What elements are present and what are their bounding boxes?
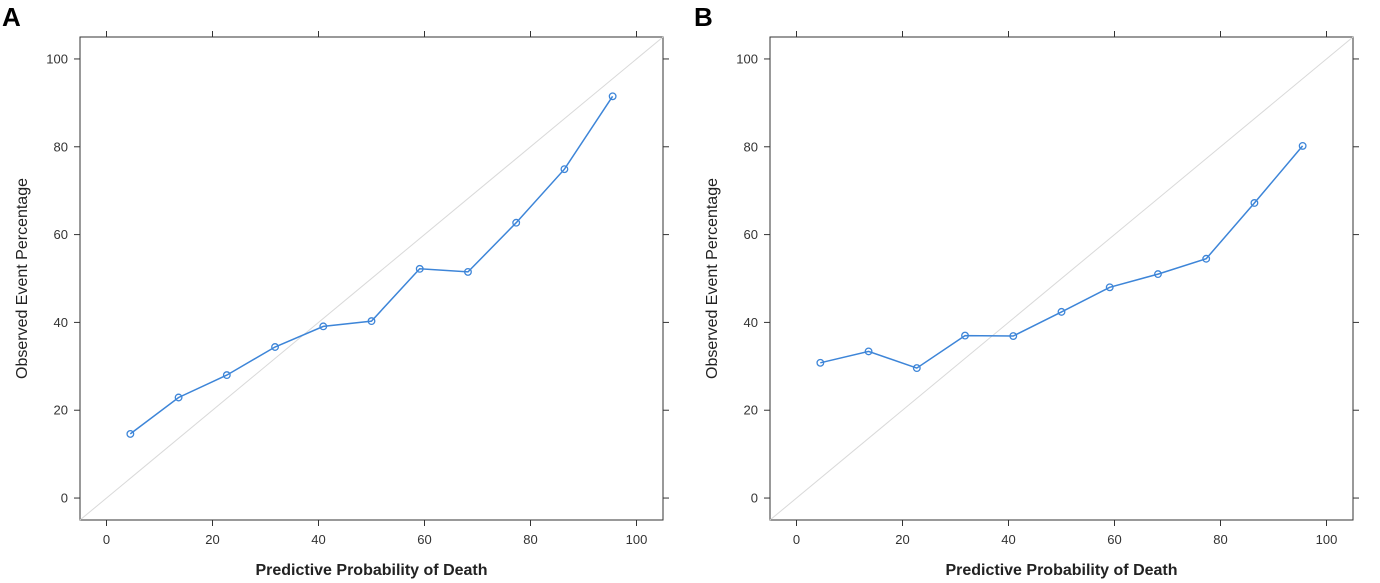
y-tick-label: 20: [54, 403, 68, 418]
y-tick-label: 40: [744, 315, 758, 330]
data-point: [367, 317, 376, 326]
plot-frame: [769, 36, 1354, 521]
data-point: [608, 92, 617, 101]
data-point: [415, 264, 424, 273]
series-line: [820, 145, 1304, 369]
data-point: [560, 165, 569, 174]
panel-letter-a: A: [2, 2, 21, 32]
data-point: [1154, 270, 1162, 279]
data-point: [864, 347, 873, 356]
data-point: [319, 322, 328, 331]
y-axis-label: Observed Event Percentage: [704, 178, 721, 379]
series-line: [129, 95, 614, 435]
x-tick-label: 40: [311, 532, 325, 547]
x-axis-label: Predictive Probability of Death: [255, 562, 487, 579]
x-tick-label: 20: [205, 532, 219, 547]
data-point: [961, 331, 969, 340]
data-point: [126, 429, 135, 438]
x-tick-label: 40: [1001, 532, 1015, 547]
y-axis-label: Observed Event Percentage: [14, 178, 31, 379]
x-tick-label: 20: [895, 532, 909, 547]
reference-diagonal: [769, 36, 1354, 521]
x-tick-label: 0: [103, 532, 110, 547]
plot-frame: [79, 36, 664, 521]
y-tick-label: 60: [744, 227, 758, 242]
data-point: [174, 393, 183, 402]
data-point: [222, 371, 231, 380]
x-axis-label: Predictive Probability of Death: [945, 562, 1177, 579]
data-point: [1250, 199, 1259, 207]
panel-b: B 0 20 40 60 80 100 0 20 40 60 80 100 Predictive Pro…: [690, 0, 1380, 583]
x-tick-label: 100: [626, 532, 648, 547]
y-tick-label: 60: [54, 227, 68, 242]
data-point: [1202, 254, 1211, 263]
data-point: [1009, 332, 1018, 340]
data-point: [1105, 283, 1114, 292]
calibration-chart-a: 0 20 40 60 80 100 0 20 40 60 80 100 Predictive Proba…: [14, 31, 669, 579]
data-point: [271, 343, 279, 351]
data-point: [816, 358, 825, 367]
panel-letter-b: B: [694, 2, 713, 32]
y-tick-label: 100: [736, 51, 758, 66]
x-tick-label: 80: [523, 532, 537, 547]
calibration-chart-b: 0 20 40 60 80 100 0 20 40 60 80 100 Predictive Proba…: [704, 31, 1359, 579]
y-tick-label: 20: [744, 403, 758, 418]
x-tick-label: 100: [1316, 532, 1338, 547]
data-point: [1298, 141, 1307, 150]
y-tick-label: 40: [54, 315, 68, 330]
x-tick-label: 60: [1107, 532, 1121, 547]
x-tick-label: 60: [417, 532, 431, 547]
y-tick-label: 100: [46, 51, 68, 66]
y-tick-label: 80: [744, 139, 758, 154]
data-point: [912, 364, 921, 373]
y-tick-label: 0: [751, 491, 758, 506]
panel-a: A 0 20 40 60 80 100 0 20 40 60 80 100 Predictive Pro…: [2, 2, 669, 579]
data-point: [512, 218, 521, 227]
x-tick-label: 0: [793, 532, 800, 547]
y-tick-label: 80: [54, 139, 68, 154]
reference-diagonal: [79, 36, 664, 521]
x-tick-label: 80: [1213, 532, 1227, 547]
y-tick-label: 0: [61, 491, 68, 506]
data-point: [1057, 307, 1066, 316]
data-point: [464, 267, 472, 276]
